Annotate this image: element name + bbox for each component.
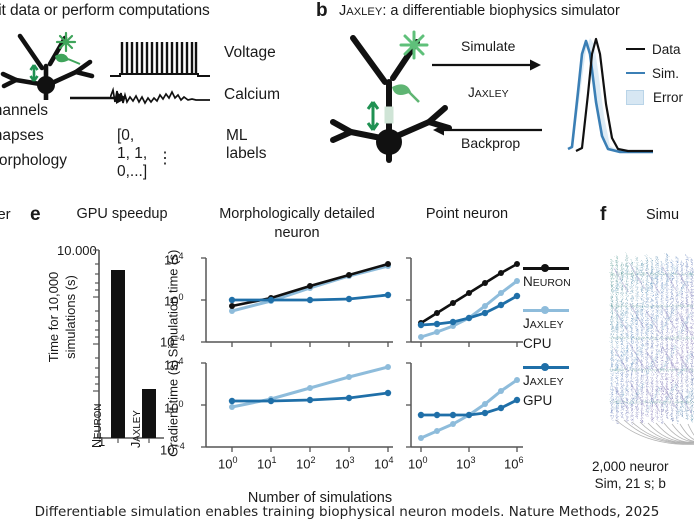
- figure-source-caption: Differentiable simulation enables traini…: [34, 504, 660, 520]
- panel-b-title-smallcaps: AXLEY: [346, 6, 383, 18]
- point-xtick-1e6: 106: [504, 455, 524, 472]
- panel-b-simulate-arrow-icon: [432, 59, 541, 71]
- error-box-swatch-icon: [626, 89, 644, 105]
- bar-chart-xtick-neuron: NEURON NEURON: [90, 403, 104, 448]
- panel-b-title-first: J: [339, 3, 347, 19]
- morph-sim-ytick-1e-4: 10−4: [160, 333, 185, 350]
- panel-f-caption-line2: Sim, 21 s; b: [594, 476, 666, 491]
- panel-b-legend-label-error: Error: [653, 89, 683, 105]
- point-xtick-1e0: 100: [408, 455, 428, 472]
- panel-b-title-rest: : a differentiable biophysics simulator: [382, 3, 620, 19]
- panel-a-vertical-ellipsis: ⋮: [157, 150, 173, 167]
- panel-b-trace-comparison: [567, 37, 653, 154]
- panel-f-caption-line1: 2,000 neuror: [592, 459, 669, 474]
- bar-chart-plot: [93, 249, 164, 443]
- panel-b-backprop-label: Backprop: [461, 135, 521, 151]
- jaxley-cpu-line-marker-icon: [523, 305, 569, 315]
- panel-a-input-synapses: ynapses: [0, 127, 44, 144]
- morph-gradient-time-chart: [201, 362, 393, 452]
- neuron-line-marker-icon: [523, 263, 569, 273]
- bar-jaxley: [142, 389, 156, 438]
- panel-d-caption-fragment: ler: [0, 206, 11, 223]
- panel-f-title: Simu: [646, 207, 680, 223]
- panel-e-legend: NEURON JAXLEY CPU JAXLEY GPU: [523, 263, 571, 419]
- panel-f-caption: 2,000 neuror Sim, 21 s; b: [592, 458, 669, 492]
- panel-b-letter: b: [316, 0, 328, 21]
- panel-a-input-labels: channels ynapses Morphology: [0, 98, 67, 173]
- legend-label-jaxley-cpu: JAXLEY: [523, 316, 564, 331]
- morph-simulation-time-chart: [201, 257, 393, 347]
- legend-label-jaxley-gpu-line2: GPU: [523, 393, 553, 408]
- morph-xtick-1e0: 100: [218, 455, 238, 472]
- point-gradient-time-chart: [406, 362, 523, 452]
- panel-b-legend-item-sim: Sim.: [626, 61, 683, 85]
- shared-x-axis-label: Number of simulations: [247, 490, 393, 506]
- data-line-swatch-icon: [626, 48, 645, 50]
- morph-grad-ytick-1e-4: 10−4: [160, 441, 185, 458]
- panel-e-title-line1: GPU speedup: [76, 206, 168, 222]
- bar-chart-y-axis-label: Time for 10,000 simulations (s): [46, 271, 78, 363]
- panel-b-neuron-diagram: [330, 30, 452, 163]
- panel-a-calcium-trace: [110, 86, 210, 105]
- morph-sim-ytick-1e0: 100: [164, 292, 184, 309]
- panel-b-legend-label-data: Data: [652, 41, 681, 57]
- panel-b-simulate-label: Simulate: [461, 38, 516, 54]
- panel-b-legend-label-sim: Sim.: [652, 65, 679, 81]
- panel-a-output-voltage: Voltage: [224, 44, 276, 61]
- panel-e-letter: e: [30, 204, 41, 225]
- panel-a-output-ml-labels: ML labels: [226, 127, 267, 162]
- point-simulation-time-chart: [406, 257, 523, 347]
- legend-label-neuron: NEURON: [523, 274, 571, 289]
- legend-item-jaxley-cpu: JAXLEY CPU: [523, 305, 571, 351]
- panel-b-legend: Data Sim. Error: [626, 37, 683, 109]
- jaxley-gpu-line-marker-icon: [523, 362, 569, 372]
- legend-item-jaxley-gpu: JAXLEY GPU: [523, 362, 571, 408]
- panel-a-voltage-trace: [110, 42, 210, 77]
- panel-b-backprop-arrow-icon: [433, 124, 542, 136]
- panel-a-input-channels: channels: [0, 102, 49, 119]
- bar-neuron: [111, 270, 125, 438]
- morph-xtick-1e3: 103: [335, 455, 355, 472]
- panel-b-middle-smallcaps: AXLEY: [474, 88, 509, 100]
- morph-sim-ytick-1e4: 104: [164, 251, 184, 268]
- panel-b-legend-item-error: Error: [626, 85, 683, 109]
- bar-chart-ytick-bottom: 1: [98, 434, 106, 449]
- panel-f-letter: f: [600, 204, 607, 225]
- panel-b-title: JAXLEY: a differentiable biophysics simu…: [339, 3, 620, 19]
- panel-e-title: GPU speedup: [62, 205, 182, 224]
- morph-chart-title: Morphologically detailed neuron: [219, 206, 375, 241]
- panel-a-output-calcium: Calcium: [224, 86, 280, 103]
- panel-a-title: fit data or perform computations: [0, 2, 210, 19]
- morph-xtick-1e1: 101: [257, 455, 277, 472]
- point-xtick-1e3: 103: [456, 455, 476, 472]
- morph-xtick-1e4: 104: [374, 455, 394, 472]
- legend-label-jaxley-gpu: JAXLEY: [523, 373, 564, 388]
- bar-chart-xtick-jaxley: JAXLEY: [129, 410, 143, 448]
- panel-f-network-render: [610, 254, 694, 445]
- bar-chart-ytick-top: 10.000: [57, 243, 97, 258]
- sim-line-swatch-icon: [626, 72, 645, 74]
- panel-a-neuron-diagram: [0, 31, 95, 100]
- morph-grad-ytick-1e0: 100: [164, 399, 184, 416]
- panel-b-middle-label: JAXLEY: [468, 85, 509, 100]
- legend-label-jaxley-cpu-line2: CPU: [523, 336, 552, 351]
- morph-xtick-1e2: 102: [296, 455, 316, 472]
- panel-a-ml-vector: [0, 1, 1, 0,...]: [117, 127, 148, 180]
- panel-b-middle-first: J: [468, 85, 475, 100]
- panel-b-legend-item-data: Data: [626, 37, 683, 61]
- legend-item-neuron: NEURON: [523, 263, 571, 294]
- point-chart-title: Point neuron: [425, 206, 509, 222]
- panel-a-input-morphology: Morphology: [0, 152, 67, 169]
- morph-grad-ytick-1e4: 104: [164, 356, 184, 373]
